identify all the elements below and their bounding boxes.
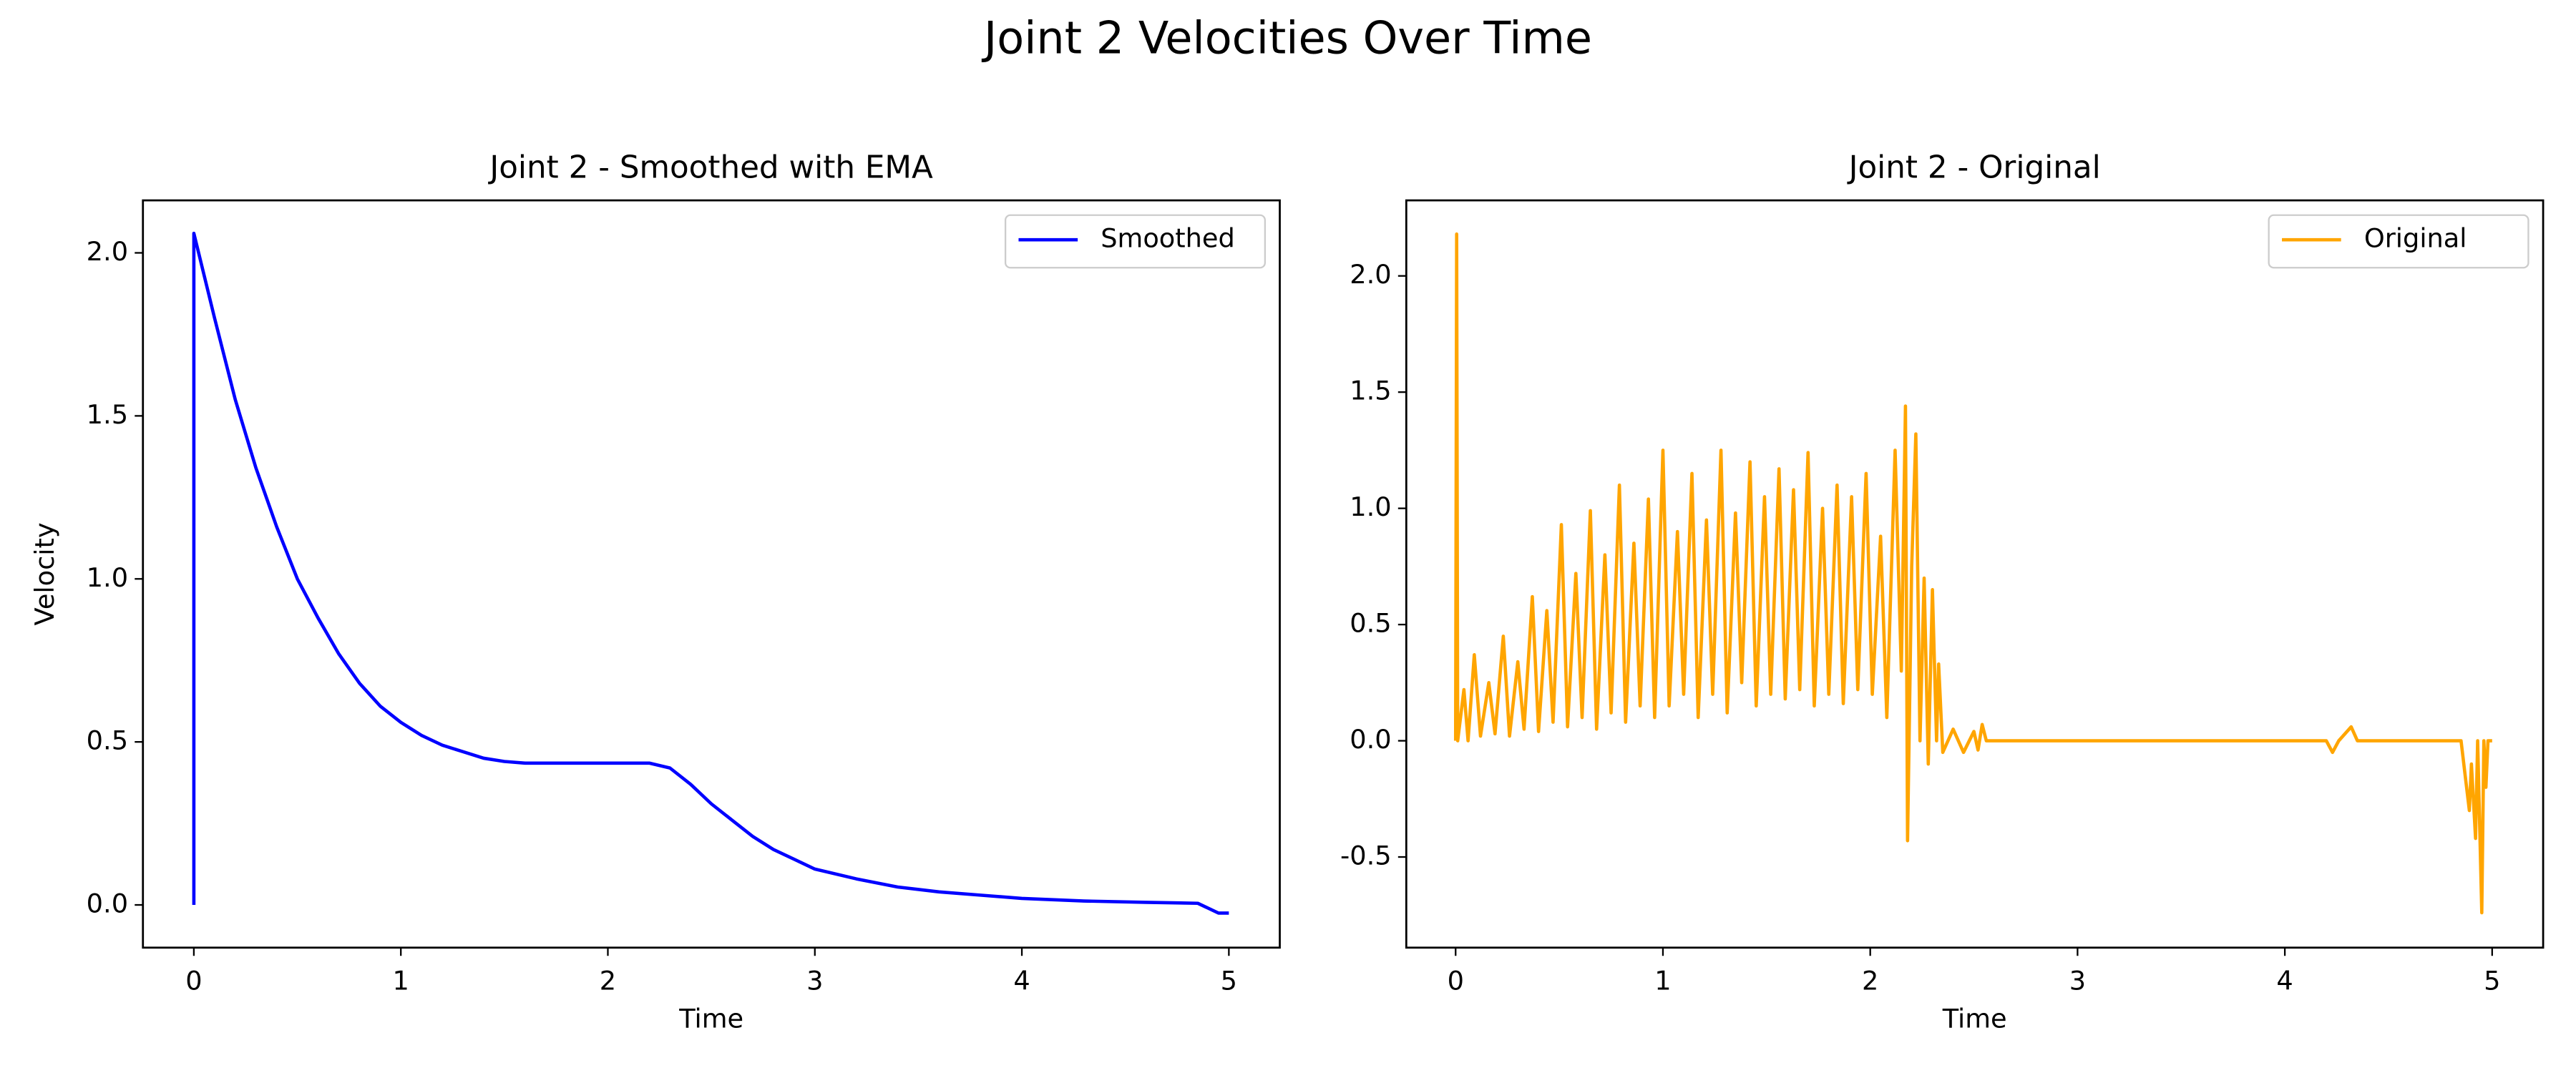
legend-box: [1004, 214, 1267, 269]
subplot-title: Joint 2 - Smoothed with EMA: [487, 150, 933, 185]
data-line: [192, 231, 1229, 915]
y-tick-label: 0.0: [87, 888, 128, 919]
subplot: Joint 2 - Smoothed with EMA Time Velocity 0…: [29, 150, 1281, 1034]
legend-box: [2268, 214, 2529, 269]
y-tick-label: 2.0: [1350, 259, 1391, 290]
x-axis-label: Time: [678, 1003, 743, 1034]
figure-title: Joint 2 Velocities Over Time: [981, 11, 1592, 64]
y-tick-label: 0.0: [1350, 724, 1391, 755]
data-line: [1453, 232, 2492, 915]
y-tick-label: 2.0: [87, 236, 128, 267]
y-tick-label: -0.5: [1340, 841, 1392, 871]
x-tick-label: 5: [2484, 965, 2500, 996]
y-axis-label: Velocity: [29, 522, 60, 625]
x-tick-label: 1: [393, 965, 409, 996]
x-tick-label: 1: [1654, 965, 1671, 996]
y-tick-label: 1.0: [87, 562, 128, 593]
legend-label: Smoothed: [1101, 223, 1235, 254]
x-tick-label: 4: [1013, 965, 1030, 996]
x-tick-label: 5: [1221, 965, 1237, 996]
subplot-title: Joint 2 - Original: [1847, 150, 2101, 185]
axes-frame: [1405, 199, 2545, 949]
subplot: Joint 2 - Original Time 0 1 2 3 4 5 -0.5 0.0 0.5 1.…: [1340, 150, 2545, 1034]
x-tick-label: 2: [1862, 965, 1878, 996]
y-tick-label: 0.5: [87, 725, 128, 756]
x-tick-label: 3: [2069, 965, 2086, 996]
axes-frame: [142, 199, 1281, 949]
x-axis-label: Time: [1942, 1003, 2007, 1034]
y-tick-label: 1.5: [87, 399, 128, 430]
y-tick-label: 1.0: [1350, 491, 1391, 522]
y-tick-label: 1.5: [1350, 376, 1391, 406]
x-tick-label: 3: [806, 965, 823, 996]
x-tick-label: 0: [1448, 965, 1464, 996]
legend-label: Original: [2364, 223, 2467, 254]
y-tick-label: 0.5: [1350, 608, 1391, 639]
x-tick-label: 0: [185, 965, 202, 996]
legend: Original: [2268, 214, 2529, 269]
x-tick-label: 2: [600, 965, 616, 996]
x-tick-label: 4: [2276, 965, 2293, 996]
legend: Smoothed: [1004, 214, 1267, 269]
